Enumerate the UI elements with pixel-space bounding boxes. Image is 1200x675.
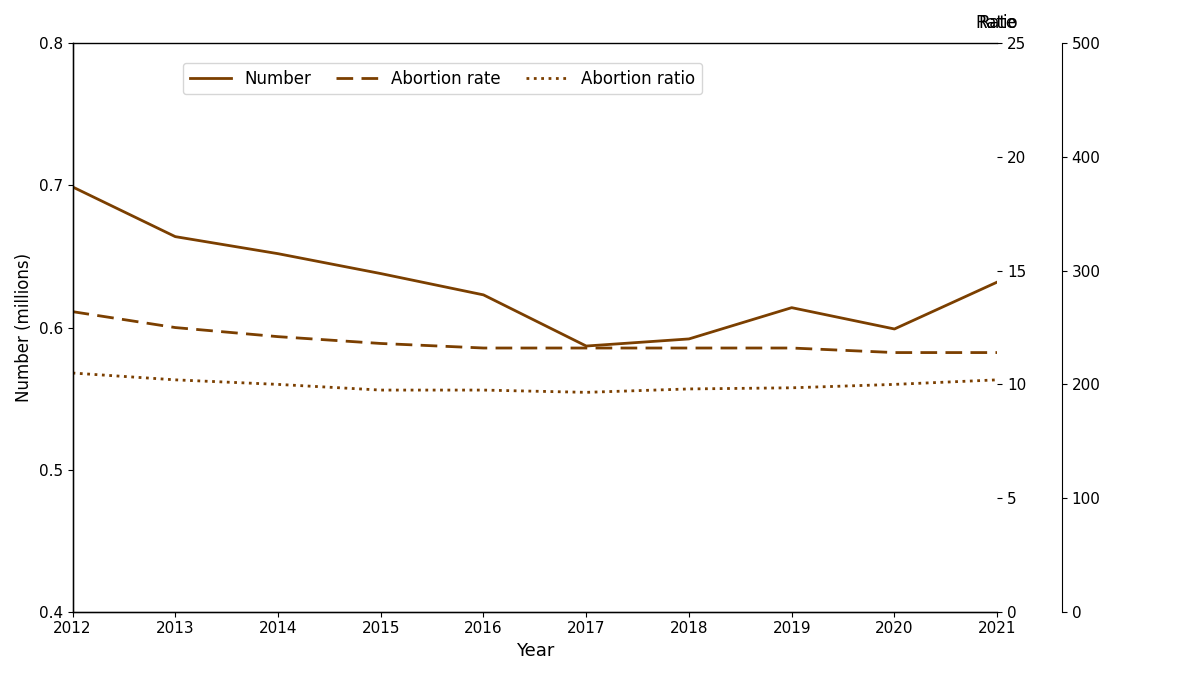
Abortion rate bbox=[168, 323, 182, 331]
Abortion rate bbox=[476, 344, 491, 352]
Number bbox=[580, 342, 594, 350]
Number bbox=[65, 183, 79, 191]
Abortion rate bbox=[373, 340, 388, 348]
Abortion ratio bbox=[887, 380, 901, 388]
Y-axis label: Number (millions): Number (millions) bbox=[14, 253, 34, 402]
Line: Abortion rate: Abortion rate bbox=[72, 312, 997, 352]
X-axis label: Year: Year bbox=[516, 642, 554, 660]
Number bbox=[785, 304, 799, 312]
Abortion rate bbox=[785, 344, 799, 352]
Number bbox=[887, 325, 901, 333]
Abortion ratio bbox=[682, 385, 696, 393]
Abortion rate bbox=[580, 344, 594, 352]
Abortion ratio bbox=[990, 376, 1004, 384]
Abortion rate bbox=[990, 348, 1004, 356]
Abortion ratio bbox=[65, 369, 79, 377]
Number bbox=[682, 335, 696, 343]
Abortion ratio bbox=[271, 380, 286, 388]
Abortion ratio bbox=[373, 386, 388, 394]
Line: Number: Number bbox=[72, 187, 997, 346]
Abortion rate bbox=[271, 333, 286, 341]
Number bbox=[271, 250, 286, 258]
Number bbox=[373, 269, 388, 277]
Abortion ratio bbox=[476, 386, 491, 394]
Abortion rate bbox=[65, 308, 79, 316]
Number bbox=[168, 233, 182, 241]
Number bbox=[476, 291, 491, 299]
Abortion ratio bbox=[785, 384, 799, 392]
Abortion ratio bbox=[580, 388, 594, 396]
Legend: Number, Abortion rate, Abortion ratio: Number, Abortion rate, Abortion ratio bbox=[182, 63, 702, 94]
Number bbox=[990, 278, 1004, 286]
Abortion rate bbox=[887, 348, 901, 356]
Abortion rate bbox=[682, 344, 696, 352]
Abortion ratio bbox=[168, 376, 182, 384]
Text: Ratio: Ratio bbox=[976, 14, 1019, 32]
Line: Abortion ratio: Abortion ratio bbox=[72, 373, 997, 392]
Text: Rate: Rate bbox=[978, 14, 1016, 32]
